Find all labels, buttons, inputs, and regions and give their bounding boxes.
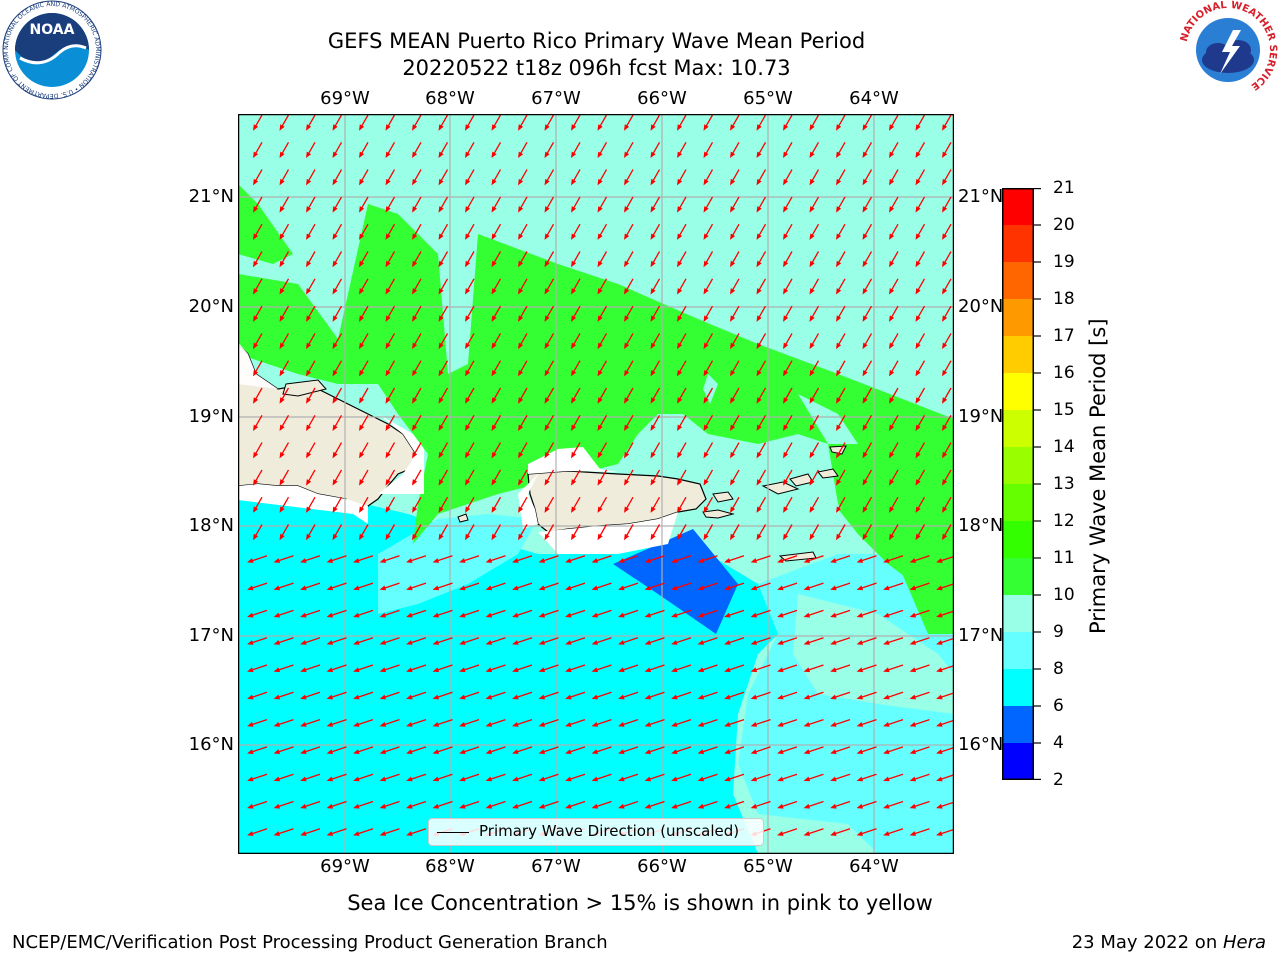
ocean-8-9s-area	[378, 514, 538, 614]
colorbar-tick-label: 19	[1053, 252, 1075, 272]
lat-tick-left: 16°N	[188, 734, 234, 755]
chart-title: GEFS MEAN Puerto Rico Primary Wave Mean …	[327, 29, 866, 53]
colorbar-segment	[1002, 188, 1034, 226]
colorbar-tick-label: 8	[1053, 659, 1064, 679]
lat-tick-left: 20°N	[188, 296, 234, 317]
chart-subtitle: 20220522 t18z 096h fcst Max: 10.73	[402, 56, 791, 80]
colorbar-tick-label: 12	[1053, 511, 1075, 531]
lat-tick-left: 17°N	[188, 625, 234, 646]
lon-tick-bottom: 67°W	[531, 856, 581, 877]
lon-tick-bottom: 69°W	[320, 856, 370, 877]
colorbar-segment	[1002, 558, 1034, 596]
legend-line-sample	[437, 832, 469, 833]
lon-tick-top: 65°W	[743, 88, 793, 109]
colorbar-tick-label: 20	[1053, 215, 1075, 235]
colorbar-tick-label: 21	[1053, 178, 1075, 198]
host-name: Hera	[1222, 932, 1266, 953]
colorbar-tick-label: 13	[1053, 474, 1075, 494]
colorbar-segment	[1002, 447, 1034, 485]
lon-tick-bottom: 68°W	[425, 856, 475, 877]
colorbar-tick-label: 14	[1053, 437, 1075, 457]
green-area-nw	[238, 184, 293, 264]
nws-logo: NATIONAL WEATHER SERVICE	[1178, 0, 1278, 100]
lat-tick-right: 16°N	[958, 734, 1004, 755]
colorbar-segment	[1002, 336, 1034, 374]
lat-tick-right: 20°N	[958, 296, 1004, 317]
lon-tick-bottom: 66°W	[637, 856, 687, 877]
colorbar-segment	[1002, 299, 1034, 337]
colorbar-segment	[1002, 484, 1034, 522]
colorbar-tick-label: 6	[1053, 696, 1064, 716]
colorbar-segment	[1002, 632, 1034, 670]
green-area-east	[838, 509, 954, 634]
colorbar-tick-label: 4	[1053, 733, 1064, 753]
colorbar-tick-label: 10	[1053, 585, 1075, 605]
colorbar-tick-label: 2	[1053, 770, 1064, 790]
colorbar-segment	[1002, 743, 1034, 780]
noaa-logo: NATIONAL OCEANIC AND ATMOSPHERIC ADMINIS…	[0, 0, 102, 100]
colorbar-tick-label: 17	[1053, 326, 1075, 346]
lat-tick-left: 21°N	[188, 186, 234, 207]
lat-tick-right: 17°N	[958, 625, 1004, 646]
colorbar-segment	[1002, 521, 1034, 559]
map-legend: Primary Wave Direction (unscaled)	[428, 818, 764, 846]
colorbar-segment	[1002, 706, 1034, 744]
lat-tick-right: 21°N	[958, 186, 1004, 207]
colorbar-tick-label: 15	[1053, 400, 1075, 420]
lat-tick-left: 18°N	[188, 515, 234, 536]
colorbar-segment	[1002, 225, 1034, 263]
colorbar-tick-label: 16	[1053, 363, 1075, 383]
blue-4-6s-patch	[613, 529, 738, 634]
colorbar-tick-label: 9	[1053, 622, 1064, 642]
footer-left: NCEP/EMC/Verification Post Processing Pr…	[12, 932, 608, 953]
sea-ice-caption: Sea Ice Concentration > 15% is shown in …	[347, 891, 933, 915]
colorbar-tick-label: 18	[1053, 289, 1075, 309]
colorbar-segment	[1002, 262, 1034, 300]
colorbar-segment	[1002, 669, 1034, 707]
lon-tick-top: 67°W	[531, 88, 581, 109]
lon-tick-top: 69°W	[320, 88, 370, 109]
colorbar-segment	[1002, 595, 1034, 633]
lon-tick-bottom: 65°W	[743, 856, 793, 877]
legend-label: Primary Wave Direction (unscaled)	[479, 822, 740, 840]
lon-tick-top: 66°W	[637, 88, 687, 109]
colorbar-segment	[1002, 410, 1034, 448]
lat-tick-right: 19°N	[958, 406, 1004, 427]
lon-tick-top: 64°W	[849, 88, 899, 109]
lat-tick-left: 19°N	[188, 406, 234, 427]
lat-tick-right: 18°N	[958, 515, 1004, 536]
lon-tick-bottom: 64°W	[849, 856, 899, 877]
lon-tick-top: 68°W	[425, 88, 475, 109]
colorbar	[1002, 188, 1034, 780]
noaa-text: NOAA	[30, 22, 75, 38]
footer-right: 23 May 2022 on Hera	[1071, 932, 1266, 953]
colorbar-segment	[1002, 373, 1034, 411]
colorbar-label: Primary Wave Mean Period [s]	[1086, 318, 1110, 634]
map-frame	[238, 114, 954, 854]
graticule	[238, 114, 954, 854]
colorbar-tick-label: 11	[1053, 548, 1075, 568]
wave-period-map	[238, 114, 954, 854]
